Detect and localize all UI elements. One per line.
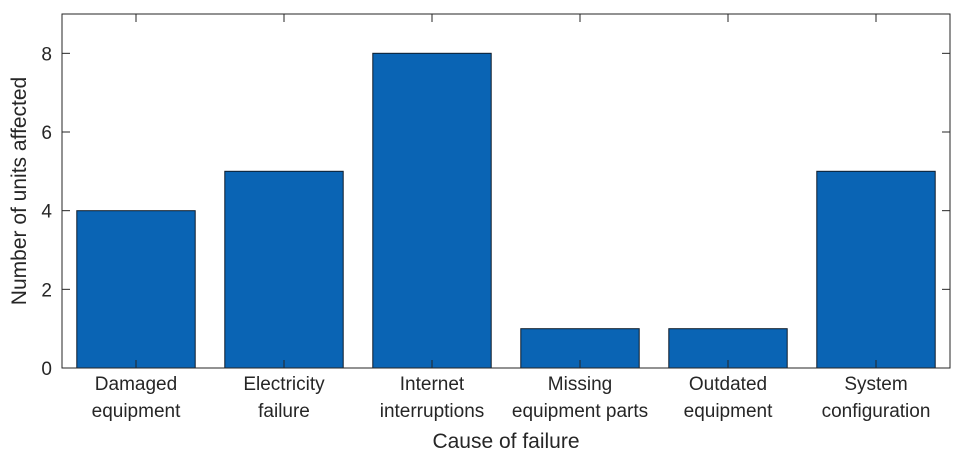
x-category-label-0-line-1: equipment bbox=[92, 401, 181, 422]
x-category-label-4: Outdated equipment bbox=[684, 374, 773, 422]
x-category-label-5-line-1: configuration bbox=[822, 401, 931, 422]
x-axis-title: Cause of failure bbox=[432, 430, 579, 453]
bars-layer bbox=[76, 52, 936, 369]
x-category-label-2-line-0: Internet bbox=[400, 374, 465, 395]
x-category-label-3-line-1: equipment parts bbox=[512, 401, 648, 422]
bar-5 bbox=[816, 170, 936, 369]
y-axis-title: Number of units affected bbox=[8, 77, 31, 305]
x-category-label-0: Damaged equipment bbox=[92, 374, 181, 422]
labels-layer: 0 2 4 6 8 Damaged equipment Electricity failure I… bbox=[41, 44, 930, 422]
x-category-label-4-line-1: equipment bbox=[684, 401, 773, 422]
x-category-label-1-line-0: Electricity bbox=[243, 374, 325, 395]
x-category-label-1: Electricity failure bbox=[243, 374, 325, 422]
y-tick-label-4: 8 bbox=[41, 44, 52, 65]
bar-2 bbox=[372, 52, 492, 369]
plot-frame bbox=[61, 13, 951, 369]
axes-layer bbox=[61, 13, 951, 369]
x-category-label-2: Internet interruptions bbox=[380, 374, 485, 422]
x-category-label-5: System configuration bbox=[822, 374, 931, 422]
x-category-label-3: Missing equipment parts bbox=[512, 374, 648, 422]
y-tick-label-0: 0 bbox=[41, 359, 52, 380]
x-category-label-0-line-0: Damaged bbox=[95, 374, 177, 395]
x-category-label-3-line-0: Missing bbox=[548, 374, 612, 395]
x-category-label-5-line-0: System bbox=[844, 374, 907, 395]
x-category-label-2-line-1: interruptions bbox=[380, 401, 485, 422]
x-category-label-4-line-0: Outdated bbox=[689, 374, 767, 395]
y-tick-label-3: 6 bbox=[41, 123, 52, 144]
y-tick-label-2: 4 bbox=[41, 202, 52, 223]
y-tick-label-1: 2 bbox=[41, 280, 52, 301]
bar-0 bbox=[76, 210, 196, 369]
bar-1 bbox=[224, 170, 344, 369]
x-category-label-1-line-1: failure bbox=[258, 401, 310, 422]
